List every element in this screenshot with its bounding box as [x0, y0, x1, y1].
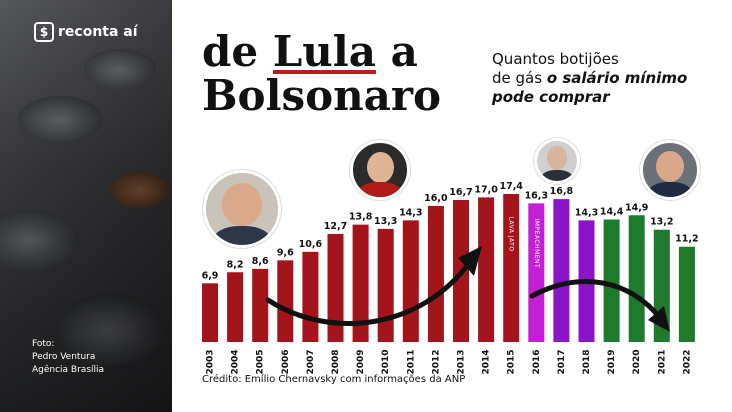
value-label-2016: 16,3: [525, 190, 548, 201]
value-label-2005: 8,6: [252, 256, 269, 267]
photo-credit-label: Foto:: [32, 339, 55, 349]
value-label-2013: 16,7: [449, 187, 472, 198]
title-prefix: de: [202, 27, 273, 76]
bar-2019: [603, 219, 620, 342]
x-tick-2011: 2011: [406, 349, 416, 374]
x-tick-2003: 2003: [206, 349, 216, 374]
x-tick-2007: 2007: [306, 349, 316, 374]
value-label-2008: 12,7: [324, 221, 347, 232]
bar-2012: [427, 205, 444, 342]
photo-credit: Foto: Pedro Ventura Agência Brasília: [32, 338, 104, 377]
brand-name: reconta aí: [58, 24, 138, 40]
photo-credit-agency: Agência Brasília: [32, 365, 105, 375]
value-label-2010: 13,3: [374, 216, 397, 227]
subtitle-bold-2: pode comprar: [492, 88, 610, 106]
value-label-2003: 6,9: [202, 270, 219, 281]
bar-2006: [277, 260, 294, 342]
value-label-2004: 8,2: [227, 259, 244, 270]
x-tick-2013: 2013: [457, 349, 467, 374]
value-label-2006: 9,6: [277, 247, 294, 258]
subtitle: Quantos botijões de gás o salário mínimo…: [492, 50, 712, 107]
title-lula: Lula: [272, 27, 376, 76]
x-tick-2004: 2004: [231, 349, 241, 374]
x-tick-2020: 2020: [632, 349, 642, 374]
x-tick-2005: 2005: [256, 349, 266, 374]
value-label-2022: 11,2: [675, 234, 698, 245]
value-label-2011: 14,3: [399, 207, 422, 218]
x-tick-2014: 2014: [482, 349, 492, 374]
bar-2003: [202, 283, 218, 342]
bar-2014: [478, 197, 495, 342]
x-tick-2022: 2022: [682, 349, 692, 374]
bar-2005: [252, 268, 269, 342]
bar-2009: [352, 224, 369, 342]
trend-arrow-up-head: [458, 246, 482, 276]
value-label-2018: 14,3: [575, 207, 598, 218]
value-label-2009: 13,8: [349, 212, 373, 223]
portrait-temer: [534, 138, 580, 184]
title-line-2: Bolsonaro: [202, 71, 442, 120]
source-credit: Crédito: Emílio Chernavsky com informaçõ…: [202, 374, 466, 385]
x-tick-2012: 2012: [431, 349, 441, 374]
bar-2004: [227, 272, 244, 342]
x-tick-2008: 2008: [331, 349, 341, 374]
title-suffix: a: [375, 27, 418, 76]
x-tick-2010: 2010: [381, 349, 391, 374]
subtitle-line-1: Quantos botijões: [492, 50, 619, 68]
portrait-bolsonaro: [640, 140, 700, 200]
photo-credit-author: Pedro Ventura: [32, 352, 96, 362]
subtitle-line-3: pode comprar: [492, 88, 712, 107]
value-label-2017: 16,8: [550, 186, 574, 197]
x-tick-2009: 2009: [356, 349, 366, 374]
bar-2020: [628, 215, 645, 342]
portrait-dilma: [350, 140, 410, 200]
trend-arrow-up: [265, 259, 473, 326]
bar-2016: [528, 203, 545, 342]
subtitle-line-2: de gás o salário mínimo: [492, 69, 712, 88]
value-label-2020: 14,9: [625, 202, 648, 213]
bar-2007: [302, 251, 319, 342]
x-tick-2018: 2018: [582, 349, 592, 374]
dollar-chat-icon: $: [34, 22, 54, 42]
x-tick-2021: 2021: [657, 349, 667, 374]
annotation-2015: LAVA JATO: [508, 216, 515, 251]
page-title: de Lula a Bolsonaro: [202, 30, 441, 118]
value-label-2012: 16,0: [424, 193, 448, 204]
value-label-2021: 13,2: [650, 217, 673, 228]
bar-2022: [678, 246, 695, 342]
annotation-2016: IMPEACHMENT: [533, 219, 540, 269]
x-tick-2019: 2019: [607, 349, 617, 374]
bar-2011: [402, 220, 419, 342]
subtitle-plain: de gás: [492, 69, 547, 87]
bar-2010: [377, 228, 394, 342]
trend-arrow-down: [529, 279, 663, 321]
x-tick-2017: 2017: [557, 349, 567, 374]
value-label-2019: 14,4: [600, 207, 624, 218]
title-line-1: de Lula a: [202, 30, 441, 74]
brand-logo: $ reconta aí: [34, 22, 138, 42]
trend-arrow-down-head: [648, 306, 670, 332]
subtitle-bold: o salário mínimo: [546, 69, 688, 87]
bar-2017: [553, 199, 570, 342]
portrait-lula: [203, 170, 281, 248]
bar-2008: [327, 233, 344, 342]
x-tick-2015: 2015: [507, 349, 517, 374]
background-photo: [0, 0, 172, 412]
value-label-2014: 17,0: [474, 184, 498, 195]
x-tick-2006: 2006: [281, 349, 291, 374]
value-label-2015: 17,4: [499, 181, 523, 192]
bar-2015: [503, 194, 520, 342]
value-label-2007: 10,6: [299, 239, 323, 250]
x-tick-2016: 2016: [532, 349, 542, 374]
